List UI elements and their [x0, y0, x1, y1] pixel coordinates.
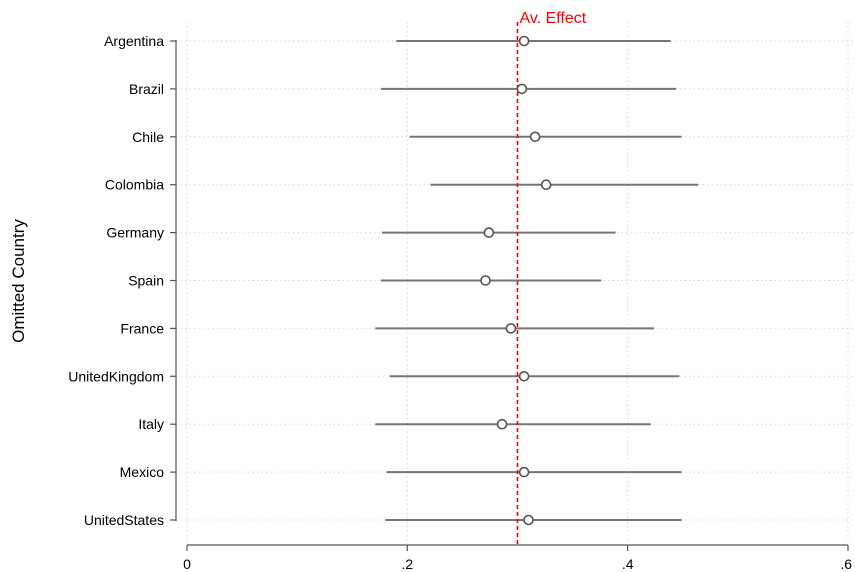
estimate-marker [505, 323, 517, 334]
x-tick-label: .6 [840, 556, 852, 572]
y-axis-label: Omitted Country [9, 219, 28, 343]
y-tick-label: Spain [128, 273, 164, 289]
estimate-marker [523, 514, 534, 526]
estimate-marker [518, 466, 530, 478]
y-tick-label: Colombia [105, 177, 164, 193]
estimate-marker [540, 179, 552, 190]
y-tick-label: Argentina [104, 33, 164, 49]
y-axis: Argentina Brazil Chile Colombia Germany Spain… [68, 33, 177, 528]
estimate-marker [496, 418, 508, 430]
y-tick-label: Mexico [120, 464, 165, 480]
grid [176, 22, 853, 543]
reference-line-group: Av. Effect [516, 10, 587, 545]
x-tick-label: .4 [622, 556, 634, 572]
y-tick-label: UnitedKingdom [68, 368, 164, 384]
x-tick-label: 0 [183, 556, 191, 572]
x-tick-label: .2 [401, 556, 413, 572]
reference-line-label: Av. Effect [520, 10, 587, 27]
y-tick-label: Italy [138, 416, 164, 432]
estimate-marker [516, 83, 528, 95]
y-tick-label: Germany [106, 225, 164, 241]
estimate-marker [518, 35, 530, 47]
estimate-marker [480, 275, 491, 286]
estimate-marker [529, 131, 541, 143]
confidence-intervals [375, 40, 699, 521]
y-tick-label: France [120, 320, 164, 336]
point-estimates [480, 35, 552, 526]
estimate-marker [483, 227, 495, 238]
y-tick-label: Brazil [129, 81, 164, 97]
estimate-marker [518, 370, 530, 382]
y-tick-label: Chile [132, 129, 164, 145]
x-axis: 0 .2 .4 .6 [183, 544, 852, 572]
y-tick-label: UnitedStates [84, 512, 164, 528]
